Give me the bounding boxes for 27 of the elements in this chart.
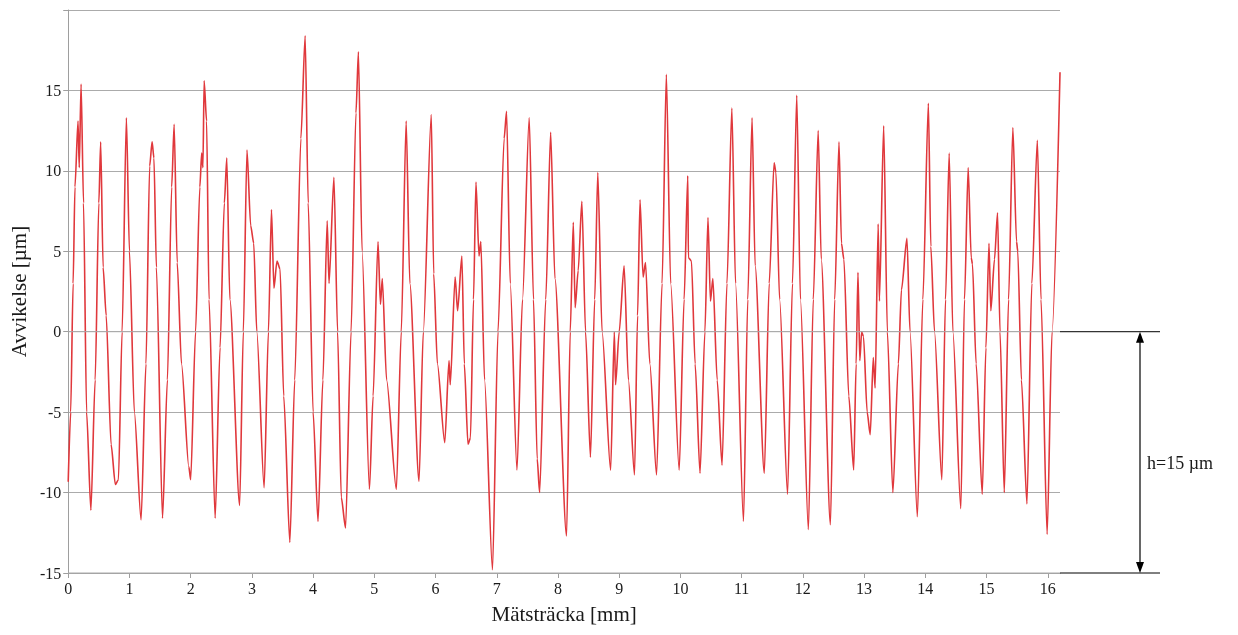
text: h=15 µm xyxy=(1147,453,1214,474)
y-axis-title: Avvikelse [µm] xyxy=(6,225,31,358)
x-tick-label: 8 xyxy=(553,579,562,597)
x-tick-label: 7 xyxy=(492,579,501,597)
x-tick-label: 14 xyxy=(917,579,934,597)
x-tick-label: 5 xyxy=(370,579,379,597)
x-tick-label: 6 xyxy=(431,579,440,597)
x-tick-label: 2 xyxy=(186,579,195,597)
y-tick-label: 0 xyxy=(53,323,62,341)
y-tick-label: -15 xyxy=(39,564,62,582)
x-tick-label: 4 xyxy=(309,579,318,597)
y-tick-label: -5 xyxy=(47,403,62,421)
y-tick-label: 5 xyxy=(53,242,62,260)
x-axis-title: Mätsträcka [mm] xyxy=(491,601,637,626)
x-tick-label: 10 xyxy=(672,579,689,597)
x-tick-label: 16 xyxy=(1039,579,1056,597)
x-tick-label: 12 xyxy=(794,579,811,597)
y-tick-label: -10 xyxy=(39,484,62,502)
x-tick-label: 1 xyxy=(125,579,134,597)
y-tick-label: 10 xyxy=(45,162,62,180)
x-tick-label: 11 xyxy=(733,579,750,597)
x-tick-label: 0 xyxy=(64,579,73,597)
y-tick-label: 15 xyxy=(45,81,62,99)
x-tick-label: 15 xyxy=(978,579,995,597)
x-tick-label: 9 xyxy=(615,579,624,597)
x-tick-label: 13 xyxy=(856,579,873,597)
x-tick-label: 3 xyxy=(247,579,256,597)
